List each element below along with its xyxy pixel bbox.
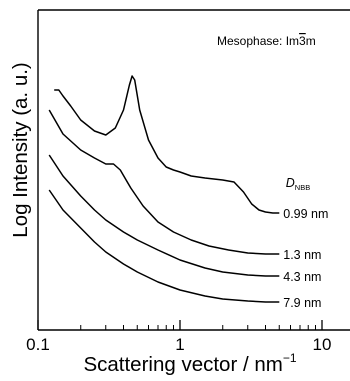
x-axis-label-superscript: −1 xyxy=(283,351,297,365)
mesophase-suffix: m xyxy=(306,34,316,48)
y-axis-label: Log Intensity (a. u.) xyxy=(9,62,32,237)
legend-title: DNBB xyxy=(286,176,310,192)
series-label-3: 4.3 nm xyxy=(283,270,321,284)
mesophase-bar-digit: 3 xyxy=(299,34,306,48)
mesophase-annotation: Mesophase: Im3m xyxy=(217,34,316,48)
x-axis-label-main: Scattering vector / nm xyxy=(83,353,282,376)
x-axis-ticks xyxy=(37,320,323,330)
series-label-2: 1.3 nm xyxy=(283,248,321,262)
series-labels: 0.99 nm 1.3 nm 4.3 nm 7.9 nm xyxy=(283,207,328,310)
series-label-4: 7.9 nm xyxy=(283,296,321,310)
x-axis-label: Scattering vector / nm−1 xyxy=(83,351,296,376)
series-line-3 xyxy=(48,154,280,277)
series-line-2 xyxy=(48,109,280,255)
x-tick-label-3: 10 xyxy=(313,335,332,354)
x-tick-label-1: 0.1 xyxy=(26,335,50,354)
mesophase-prefix: Mesophase: Im xyxy=(217,34,299,48)
series-line-4 xyxy=(48,189,280,303)
series-label-1: 0.99 nm xyxy=(283,207,328,221)
legend-title-main: D xyxy=(286,176,295,190)
legend-title-sub: NBB xyxy=(295,183,310,192)
series-group xyxy=(48,75,280,303)
x-tick-label-2: 1 xyxy=(175,335,184,354)
series-line-1 xyxy=(54,75,280,214)
x-axis-tick-labels: 0.1 1 10 xyxy=(26,335,331,354)
